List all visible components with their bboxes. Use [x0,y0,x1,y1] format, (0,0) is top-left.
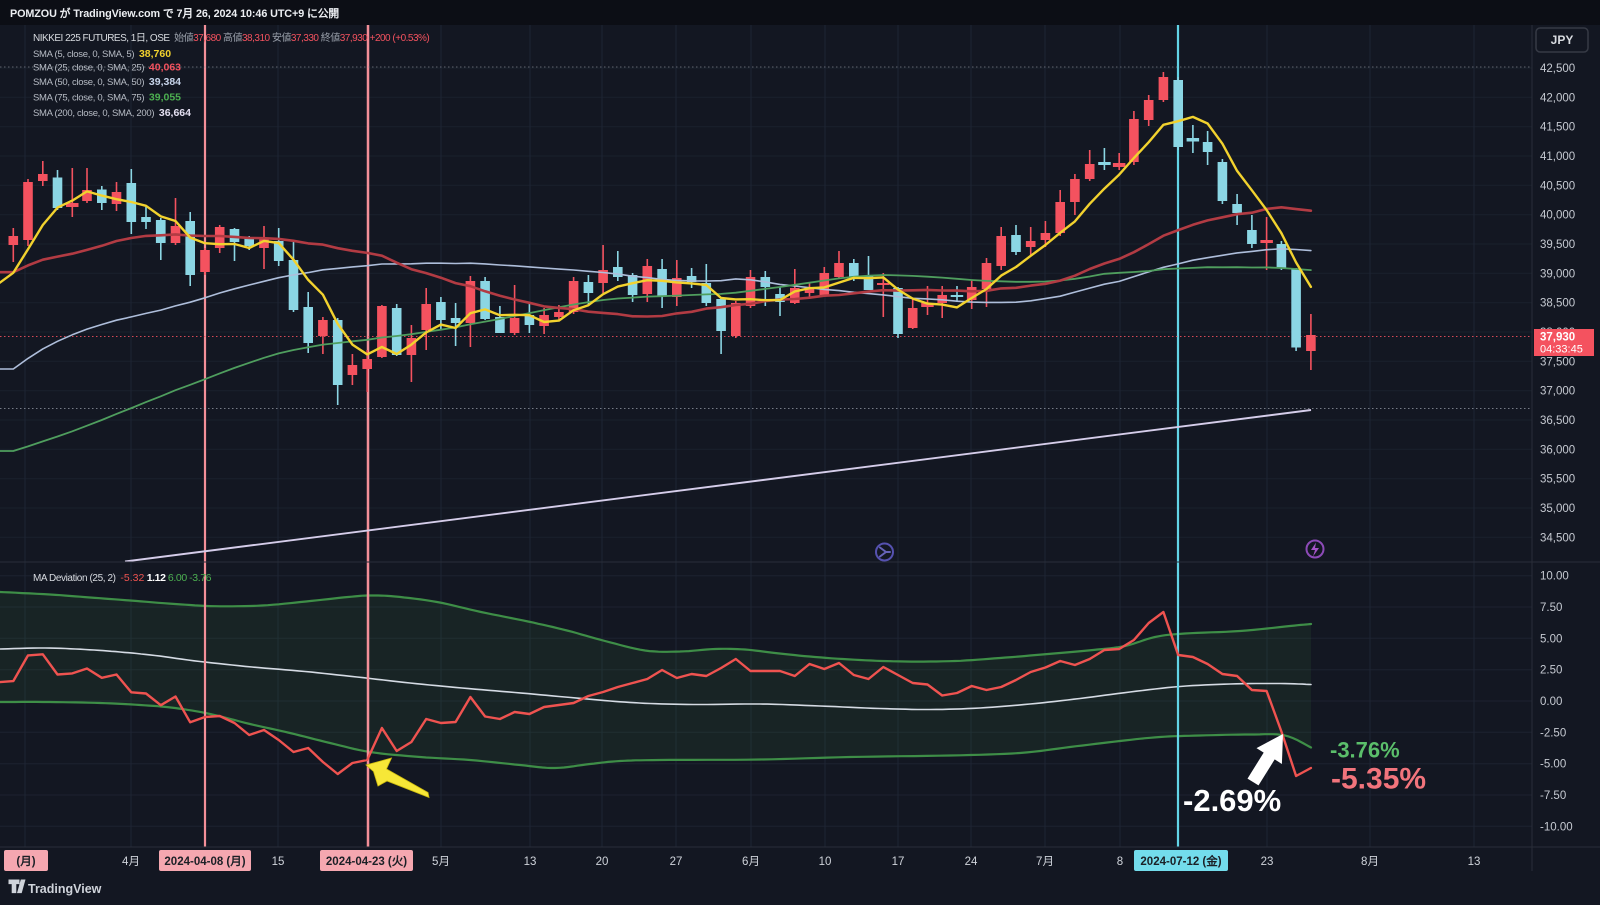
svg-text:42,500: 42,500 [1540,63,1575,75]
svg-text:40,500: 40,500 [1540,180,1575,192]
svg-text:2.50: 2.50 [1540,665,1562,677]
svg-text:0.00: 0.00 [1540,696,1562,708]
svg-text:SMA (5, close, 0, SMA, 5) 38,: SMA (5, close, 0, SMA, 5) 38,760 [33,48,171,60]
svg-text:38,500: 38,500 [1540,298,1575,310]
svg-text:SMA (75, close, 0, SMA, 75) 3: SMA (75, close, 0, SMA, 75) 39,055 [33,92,181,104]
svg-text:JPY: JPY [1551,33,1574,47]
svg-text:-2.50: -2.50 [1540,727,1566,739]
svg-text:-10.00: -10.00 [1540,821,1573,833]
svg-text:-5.35%: -5.35% [1331,763,1426,796]
svg-text:39,000: 39,000 [1540,268,1575,280]
svg-text:MA Deviation (25, 2) -5.32 1.: MA Deviation (25, 2) -5.32 1.12 6.00 -3.… [33,572,212,584]
svg-text:23: 23 [1261,856,1274,868]
svg-text:SMA (200, close, 0, SMA, 200): SMA (200, close, 0, SMA, 200) 36,664 [33,107,191,119]
svg-text:36,000: 36,000 [1540,444,1575,456]
svg-text:-3.76%: -3.76% [1330,738,1400,763]
svg-text:-2.69%: -2.69% [1183,783,1281,818]
svg-text:13: 13 [1468,856,1481,868]
svg-text:13: 13 [524,856,537,868]
svg-text:24: 24 [965,856,978,868]
svg-text:17: 17 [892,856,905,868]
svg-text:36,500: 36,500 [1540,415,1575,427]
svg-text:7.50: 7.50 [1540,602,1562,614]
svg-text:27: 27 [670,856,683,868]
svg-text:(月): (月) [16,855,35,868]
svg-text:POMZOU が TradingView.com で 7月: POMZOU が TradingView.com で 7月 26, 2024 1… [10,6,339,20]
svg-text:8月: 8月 [1361,856,1379,868]
svg-text:7月: 7月 [1036,856,1054,868]
svg-text:35,500: 35,500 [1540,474,1575,486]
svg-text:39,500: 39,500 [1540,239,1575,251]
svg-text:-7.50: -7.50 [1540,790,1566,802]
svg-text:SMA (25, close, 0, SMA, 25) 4: SMA (25, close, 0, SMA, 25) 40,063 [33,62,181,74]
svg-text:42,000: 42,000 [1540,92,1575,104]
svg-text:37,000: 37,000 [1540,386,1575,398]
svg-text:20: 20 [596,856,609,868]
svg-text:NIKKEI 225 FUTURES, 1日, OSE 始: NIKKEI 225 FUTURES, 1日, OSE 始値37,680 高値3… [33,31,429,44]
svg-text:37,930: 37,930 [1540,332,1575,344]
svg-text:-5.00: -5.00 [1540,759,1566,771]
svg-text:5.00: 5.00 [1540,633,1562,645]
svg-text:37,500: 37,500 [1540,356,1575,368]
svg-text:6月: 6月 [742,856,760,868]
svg-text:10: 10 [819,856,832,868]
svg-text:15: 15 [272,856,285,868]
svg-text:8: 8 [1117,856,1123,868]
svg-text:41,000: 41,000 [1540,151,1575,163]
svg-text:34,500: 34,500 [1540,532,1575,544]
svg-text:2024-07-12 (金): 2024-07-12 (金) [1140,854,1221,868]
svg-text:2024-04-23 (火): 2024-04-23 (火) [326,855,407,868]
svg-text:SMA (50, close, 0, SMA, 50) 3: SMA (50, close, 0, SMA, 50) 39,384 [33,76,181,88]
svg-text:5月: 5月 [432,856,450,868]
svg-text:10.00: 10.00 [1540,571,1569,583]
svg-text:4月: 4月 [122,856,140,868]
svg-text:04:33:45: 04:33:45 [1540,344,1583,356]
svg-text:35,000: 35,000 [1540,503,1575,515]
svg-text:2024-04-08 (月): 2024-04-08 (月) [164,855,245,868]
svg-text:40,000: 40,000 [1540,210,1575,222]
svg-text:TradingView: TradingView [28,882,102,896]
svg-text:41,500: 41,500 [1540,122,1575,134]
